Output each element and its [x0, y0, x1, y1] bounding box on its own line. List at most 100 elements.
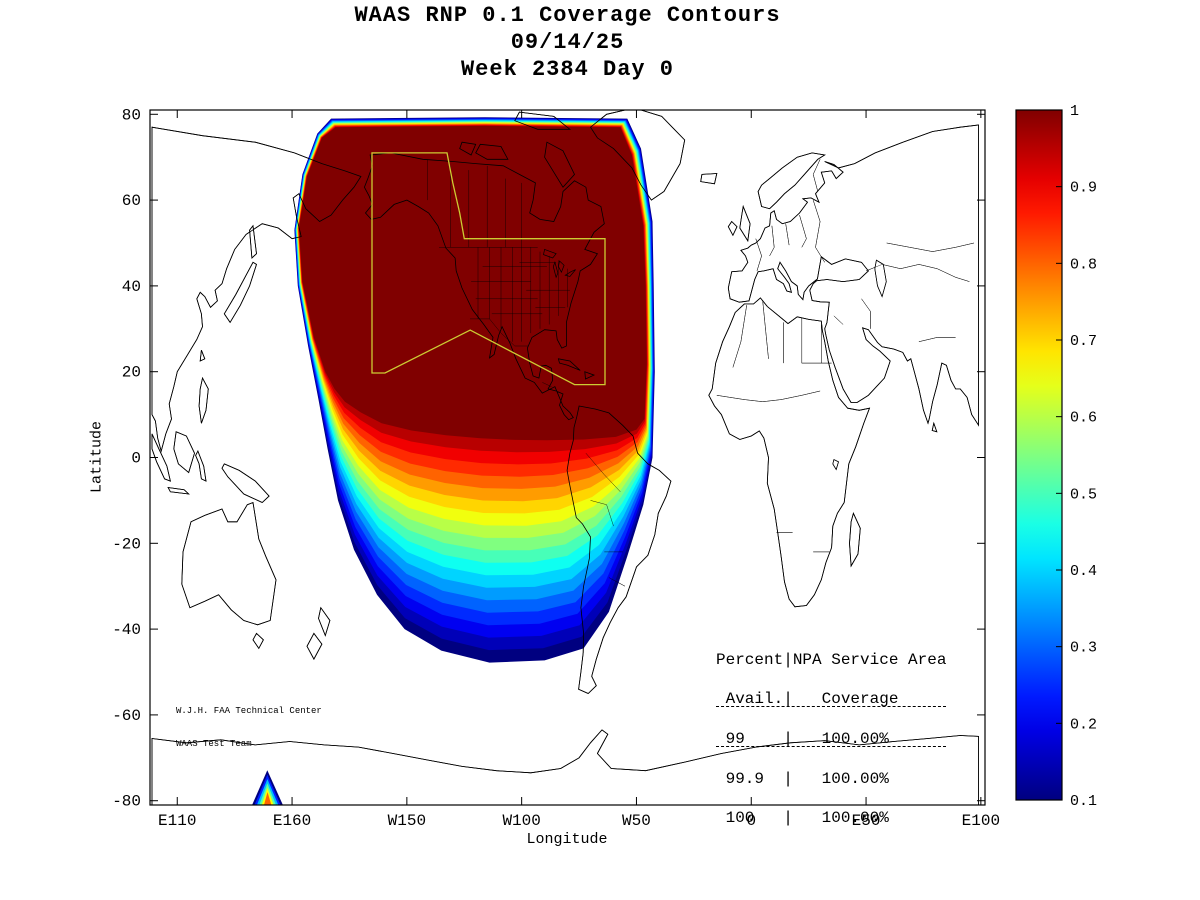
y-tick-label: -40: [112, 621, 141, 639]
coastline-eurasia: [727, 124, 979, 427]
y-tick-label: 20: [122, 364, 141, 382]
country-border-overlay: [918, 337, 956, 342]
coastline-australia: [181, 501, 277, 626]
colorbar-tick-label: 0.4: [1070, 563, 1097, 580]
country-border-overlay: [716, 390, 821, 402]
coastline-java: [167, 486, 190, 495]
table-row-99: 99 | 100.00%: [716, 731, 947, 747]
coastline-tasmania: [252, 632, 264, 650]
landmass-borneo: [173, 431, 195, 474]
coastline-ireland: [727, 220, 738, 237]
map-layer: [151, 110, 979, 805]
y-tick-label: -60: [112, 707, 141, 725]
colorbar-tick-label: 0.1: [1070, 793, 1097, 810]
coastline-cuba: [557, 358, 581, 371]
country-border-overlay: [799, 215, 807, 248]
lake-erie-ontario-outline: [564, 269, 576, 277]
y-tick-label: -20: [112, 535, 141, 553]
table-row-100: 100 | 100.00%: [716, 809, 889, 827]
landmass-new-guinea: [221, 463, 270, 503]
y-tick-label: 80: [122, 106, 141, 124]
y-axis-label: Latitude: [88, 420, 106, 494]
coastline-east-asia: [151, 126, 362, 453]
country-border-overlay: [785, 223, 790, 246]
colorbar-frame: [1015, 109, 1063, 801]
country-border-overlay: [542, 382, 552, 387]
chart-title-block: WAAS RNP 0.1 Coverage Contours 09/14/25 …: [150, 2, 985, 83]
coverage-contour-band-18: [298, 125, 647, 441]
npa-service-area-table: Percent|NPA Service Area Avail.| Coverag…: [716, 628, 947, 851]
colorbar-tick-label: 0.6: [1070, 410, 1097, 427]
table-header-2: Avail.| Coverage: [716, 691, 947, 707]
coastline-ellesmere-island: [514, 111, 572, 130]
coastline-sulawesi: [195, 450, 207, 482]
npa-service-area-boundary: [371, 152, 606, 386]
chart-week-day: Week 2384 Day 0: [460, 57, 675, 82]
credit-line-2: WAAS Test Team: [176, 739, 252, 749]
colorbar-tick-label: 1: [1070, 103, 1079, 120]
coastline-taiwan: [199, 350, 206, 362]
landmass-tasmania: [252, 632, 264, 650]
coastline-sumatra: [151, 433, 171, 482]
coastline-nz-north: [318, 606, 331, 637]
coastline-philippines: [198, 376, 209, 424]
credit-note: W.J.H. FAA Technical Center WAAS Test Te…: [176, 684, 322, 772]
coverage-mini-contour-band-5: [264, 792, 272, 805]
country-border-overlay: [833, 315, 844, 325]
coastline-north-america: [363, 152, 605, 421]
colorbar-tick-label: 0.2: [1070, 716, 1097, 733]
y-tick-label: 40: [122, 278, 141, 296]
x-tick-label: W50: [622, 812, 651, 830]
coastline-south-america: [566, 405, 672, 694]
coastline-scandinavia: [757, 152, 826, 210]
country-border-overlay: [470, 318, 529, 347]
coastline-britain: [739, 205, 751, 242]
coastline-new-guinea: [221, 463, 270, 503]
table-row-99-9: 99.9 | 100.00%: [716, 770, 889, 788]
coastline-japan: [223, 261, 257, 324]
coastline-greenland: [589, 110, 686, 201]
coastline-antarctica: [151, 729, 979, 805]
landmass-japan: [223, 261, 257, 324]
colorbar-tick-label: 0.9: [1070, 180, 1097, 197]
coastline-baffin-island: [544, 141, 575, 188]
x-tick-label: E100: [962, 812, 1000, 830]
x-tick-label: E50: [852, 812, 881, 830]
country-border-overlay: [762, 300, 769, 359]
country-border-overlay: [866, 264, 970, 282]
country-border-overlay: [769, 225, 775, 256]
coastline-hispaniola: [584, 371, 596, 380]
country-border-overlay: [608, 577, 626, 587]
country-border-overlay: [755, 238, 762, 271]
coastline-sakhalin: [249, 224, 257, 259]
country-border-overlay: [861, 298, 871, 329]
y-tick-label: -80: [112, 793, 141, 811]
country-border-overlay: [590, 500, 614, 527]
coastline-victoria-island: [475, 143, 509, 160]
coastline-banks-island: [459, 141, 477, 156]
chart-date: 09/14/25: [510, 30, 625, 55]
y-tick-label: 0: [131, 449, 141, 467]
chart-title: WAAS RNP 0.1 Coverage Contours: [354, 3, 781, 28]
country-border-overlay: [812, 159, 821, 192]
colorbar: [1016, 110, 1062, 800]
x-axis-label: Longitude: [526, 831, 608, 848]
coastline-sri-lanka: [931, 421, 938, 433]
country-border-overlay: [732, 305, 747, 368]
country-border-overlay: [813, 200, 825, 263]
coastline-madagascar: [849, 512, 861, 568]
table-header-1: Percent|NPA Service Area: [716, 651, 947, 669]
landmass-nz-south: [306, 632, 323, 660]
colorbar-tick-label: 0.5: [1070, 486, 1097, 503]
x-tick-label: E110: [158, 812, 196, 830]
coastline-borneo: [173, 431, 195, 474]
colorbar-tick-label: 0.7: [1070, 333, 1097, 350]
caspian-sea-outline: [874, 259, 887, 298]
coastline-nz-south: [306, 632, 323, 660]
lake-huron-outline: [558, 260, 565, 274]
lake-michigan-outline: [552, 261, 559, 279]
x-tick-label: W150: [388, 812, 426, 830]
x-tick-label: W100: [502, 812, 540, 830]
